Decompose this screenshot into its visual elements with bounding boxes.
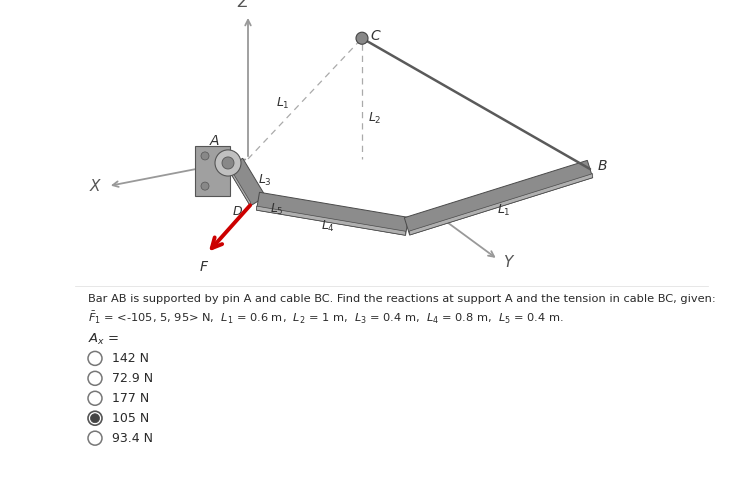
Circle shape xyxy=(356,32,368,44)
Text: A: A xyxy=(210,134,220,148)
Polygon shape xyxy=(256,206,405,235)
Text: B: B xyxy=(598,159,607,173)
Circle shape xyxy=(88,411,102,425)
Text: Bar AB is supported by pin A and cable BC. Find the reactions at support A and t: Bar AB is supported by pin A and cable B… xyxy=(88,294,716,304)
Text: D: D xyxy=(232,205,242,218)
Text: X: X xyxy=(89,179,100,194)
Text: $L_3$: $L_3$ xyxy=(259,173,273,188)
Text: 93.4 N: 93.4 N xyxy=(112,432,153,445)
Text: $L_1$: $L_1$ xyxy=(276,96,290,111)
Text: $\bar{F}_1$ = <-105, 5, 95> N,  $L_1$ = 0.6 m,  $L_2$ = 1 m,  $L_3$ = 0.4 m,  $L: $\bar{F}_1$ = <-105, 5, 95> N, $L_1$ = 0… xyxy=(88,309,564,325)
Text: C: C xyxy=(370,29,380,43)
Text: $L_4$: $L_4$ xyxy=(320,219,335,234)
Circle shape xyxy=(88,431,102,445)
Circle shape xyxy=(201,182,209,190)
Polygon shape xyxy=(256,192,408,235)
Text: $L_2$: $L_2$ xyxy=(368,111,381,126)
Circle shape xyxy=(222,157,234,169)
Text: $A_x$ =: $A_x$ = xyxy=(88,331,119,347)
Text: 142 N: 142 N xyxy=(112,352,149,365)
Polygon shape xyxy=(195,146,230,196)
Circle shape xyxy=(88,371,102,385)
Circle shape xyxy=(88,391,102,405)
Polygon shape xyxy=(227,158,266,206)
Text: $L_1$: $L_1$ xyxy=(497,203,510,218)
Text: $L_5$: $L_5$ xyxy=(270,202,284,217)
Text: 105 N: 105 N xyxy=(112,412,149,425)
Polygon shape xyxy=(410,174,593,235)
Circle shape xyxy=(90,414,100,423)
Polygon shape xyxy=(405,160,593,235)
Circle shape xyxy=(88,352,102,365)
Polygon shape xyxy=(227,163,250,206)
Text: 177 N: 177 N xyxy=(112,392,149,405)
Text: Z: Z xyxy=(238,0,248,10)
Text: F: F xyxy=(200,260,208,274)
Text: 72.9 N: 72.9 N xyxy=(112,372,153,385)
Circle shape xyxy=(215,150,241,176)
Text: Y: Y xyxy=(503,255,513,270)
Circle shape xyxy=(201,152,209,160)
